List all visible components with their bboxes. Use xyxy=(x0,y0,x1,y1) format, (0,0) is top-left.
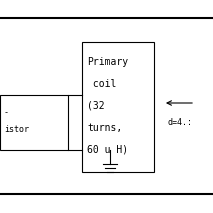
Text: 60 u H): 60 u H) xyxy=(87,145,128,155)
Text: coil: coil xyxy=(87,79,116,89)
Text: d=4.:: d=4.: xyxy=(168,118,193,127)
Bar xyxy=(82,42,154,172)
Text: (32: (32 xyxy=(87,101,105,111)
Text: turns,: turns, xyxy=(87,123,122,133)
Bar xyxy=(0,95,68,150)
Text: Primary: Primary xyxy=(87,57,128,67)
Text: istor: istor xyxy=(4,125,29,134)
Text: -: - xyxy=(4,108,9,117)
